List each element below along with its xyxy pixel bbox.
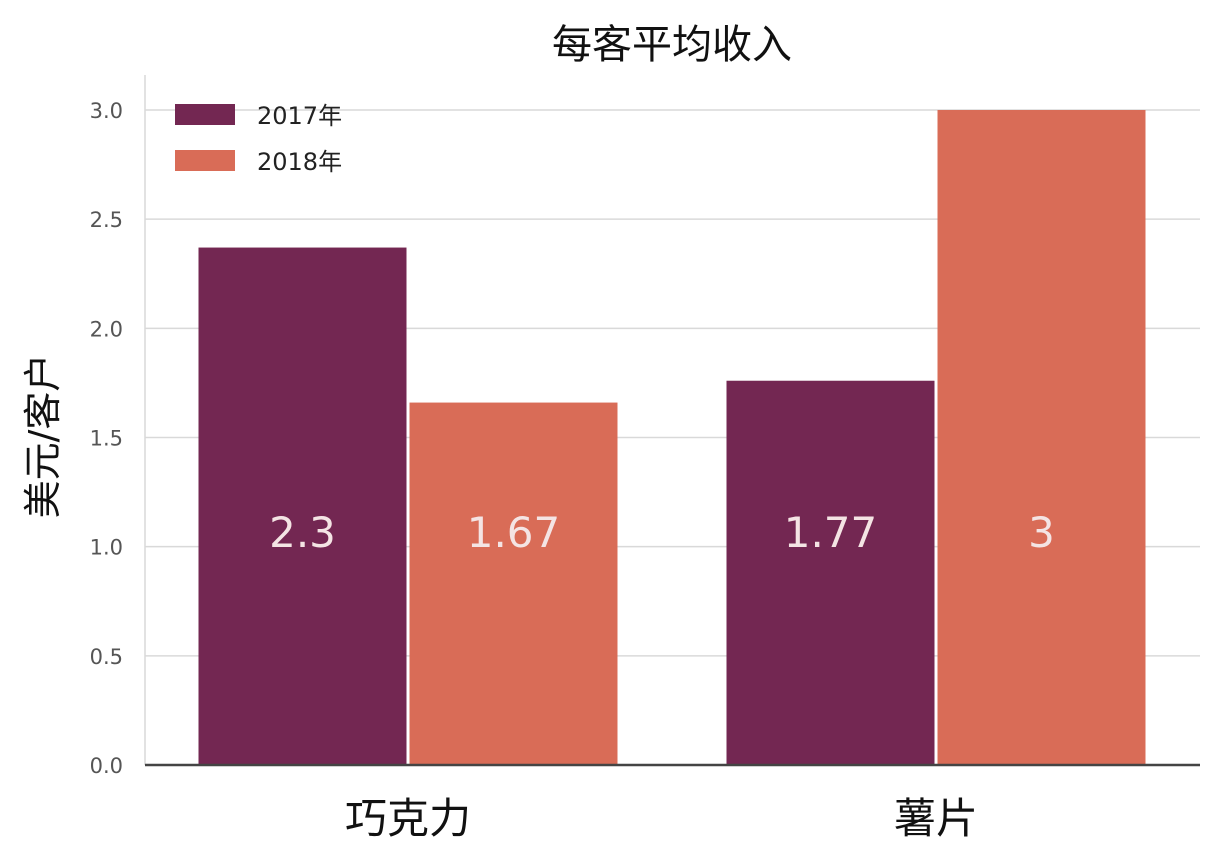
y-tick-label: 0.5 — [90, 645, 123, 669]
bar-巧克力-2017年 — [198, 247, 407, 766]
legend-swatch — [175, 150, 235, 171]
bar-巧克力-2018年 — [409, 402, 618, 765]
y-tick-label: 1.0 — [90, 536, 123, 560]
legend-label: 2017年 — [257, 102, 342, 130]
bar-薯片-2018年 — [937, 110, 1146, 765]
data-label: 1.67 — [467, 508, 561, 557]
y-tick-label: 0.0 — [90, 754, 123, 778]
data-label: 2.3 — [269, 508, 336, 557]
x-tick-label: 薯片 — [894, 794, 978, 843]
chart-title: 每客平均收入 — [552, 22, 792, 68]
y-tick-label: 3.0 — [90, 99, 123, 123]
legend-swatch — [175, 104, 235, 125]
x-tick-label: 巧克力 — [345, 794, 471, 843]
legend: 2017年 2018年 — [175, 102, 342, 176]
y-axis-label: 美元/客户 — [21, 354, 65, 519]
bar-薯片-2017年 — [726, 380, 935, 765]
y-tick-label: 2.0 — [90, 317, 123, 341]
y-tick-label: 1.5 — [90, 427, 123, 451]
y-tick-label: 2.5 — [90, 208, 123, 232]
data-labels: 2.3 1.67 1.77 3 — [269, 508, 1055, 557]
axes: 0.0 0.5 1.0 1.5 2.0 2.5 3.0 巧克力 薯片 — [90, 75, 1200, 843]
bars — [198, 110, 1146, 766]
legend-label: 2018年 — [257, 148, 342, 176]
data-label: 1.77 — [784, 508, 878, 557]
data-label: 3 — [1028, 508, 1055, 557]
